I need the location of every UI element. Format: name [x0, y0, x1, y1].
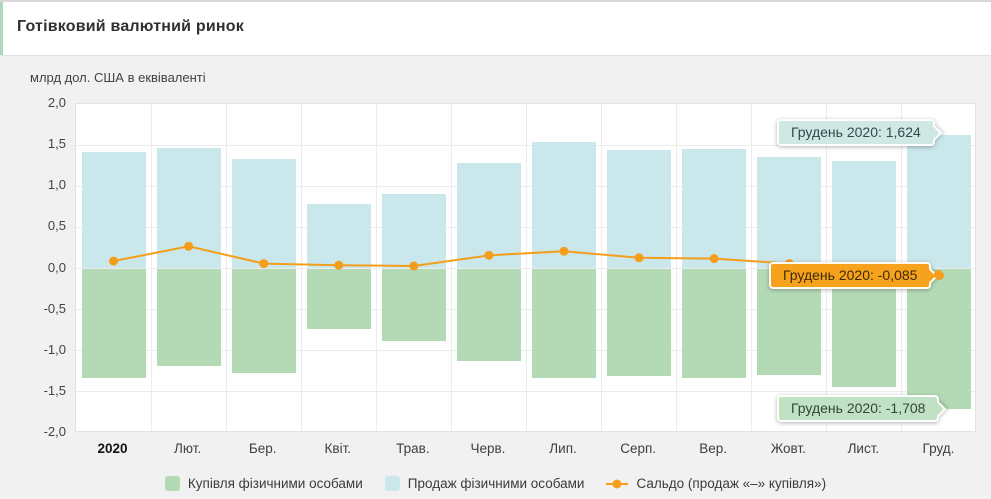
gridline-horizontal: [76, 391, 975, 393]
tooltip-sale-december: Грудень 2020: 1,624: [777, 119, 935, 146]
bar-buy-Вер.[interactable]: [682, 268, 747, 378]
legend-label: Сальдо (продаж «–» купівля»): [636, 476, 827, 491]
chart-units-label: млрд дол. США в еквіваленті: [30, 70, 206, 85]
x-axis-label-Лип.: Лип.: [549, 441, 577, 456]
x-axis-label-Лют.: Лют.: [174, 441, 202, 456]
bar-sale-Груд.[interactable]: [907, 134, 972, 269]
gridline-vertical: [601, 104, 603, 431]
gridline-horizontal: [76, 350, 975, 352]
gridline-vertical: [751, 104, 753, 431]
header-accent-bar: [0, 2, 3, 55]
x-axis-label-Квіт.: Квіт.: [324, 441, 352, 456]
tooltip-buy-december: Грудень 2020: -1,708: [777, 395, 940, 422]
x-axis-label-Лист.: Лист.: [847, 441, 880, 456]
legend-label: Купівля фізичними особами: [187, 476, 363, 491]
bar-sale-Квіт.[interactable]: [306, 204, 371, 269]
saldo-legend-marker-icon: [606, 479, 629, 488]
bar-buy-Серп.[interactable]: [607, 268, 672, 377]
bar-sale-Лист.[interactable]: [832, 160, 897, 269]
y-axis-label: 1,5: [47, 136, 66, 152]
legend-item-buy[interactable]: Купівля фізичними особами: [164, 476, 363, 491]
bar-buy-Лют.[interactable]: [156, 268, 221, 367]
bar-sale-Жовт.[interactable]: [757, 157, 822, 269]
bar-buy-Бер.[interactable]: [231, 268, 296, 373]
gridline-horizontal: [76, 309, 975, 311]
gridline-horizontal: [76, 185, 975, 187]
y-axis-label: -1,0: [43, 341, 66, 357]
y-axis-label: 0,5: [47, 218, 66, 234]
y-axis-label: -1,5: [43, 382, 66, 398]
bar-buy-Квіт.[interactable]: [306, 268, 371, 330]
gridline-vertical: [300, 104, 302, 431]
gridline-vertical: [450, 104, 452, 431]
bar-sale-Бер.[interactable]: [231, 159, 296, 269]
legend-swatch-sale-icon: [384, 476, 400, 491]
page-title: Готівковий валютний ринок: [17, 18, 244, 35]
legend-item-saldo[interactable]: Сальдо (продаж «–» купівля»): [606, 476, 826, 491]
bar-sale-Трав.[interactable]: [381, 193, 446, 269]
gridline-vertical: [225, 104, 227, 431]
bar-sale-Серп.[interactable]: [607, 150, 672, 269]
bar-sale-Лип.[interactable]: [532, 141, 597, 269]
y-axis-label: 2,0: [47, 95, 66, 110]
saldo-legend-dot-icon: [612, 479, 622, 488]
bar-sale-Черв.[interactable]: [456, 163, 521, 269]
x-axis-label-2020: 2020: [97, 441, 128, 456]
bar-sale-2020[interactable]: [81, 151, 146, 269]
bar-sale-Вер.[interactable]: [682, 149, 747, 269]
tooltip-saldo-december: Грудень 2020: -0,085: [769, 262, 932, 289]
x-axis-label-Вер.: Вер.: [699, 441, 728, 456]
page-header: Готівковий валютний ринок: [0, 0, 991, 56]
bar-sale-Лют.[interactable]: [156, 148, 221, 269]
y-axis-label: -0,5: [43, 300, 66, 316]
bar-buy-2020[interactable]: [81, 268, 146, 378]
y-axis-label: 0,0: [47, 259, 66, 275]
x-axis-label-Серп.: Серп.: [620, 441, 657, 456]
legend-item-sale[interactable]: Продаж фізичними особами: [384, 476, 585, 491]
bar-buy-Лип.[interactable]: [532, 268, 597, 378]
x-axis-label-Жовт.: Жовт.: [770, 441, 806, 456]
bar-buy-Груд.[interactable]: [907, 268, 972, 409]
bar-buy-Трав.[interactable]: [381, 268, 446, 341]
x-axis-label-Трав.: Трав.: [396, 441, 430, 456]
gridline-horizontal: [76, 226, 975, 228]
gridline-vertical: [150, 104, 152, 431]
gridline-vertical: [676, 104, 678, 431]
legend-label: Продаж фізичними особами: [407, 476, 585, 491]
saldo-point-december[interactable]: [933, 269, 943, 279]
bar-buy-Черв.[interactable]: [456, 268, 521, 361]
legend-swatch-buy-icon: [164, 476, 180, 491]
x-axis-label-Черв.: Черв.: [470, 441, 506, 456]
gridline-horizontal: [76, 144, 975, 146]
x-axis-label-Груд.: Груд.: [922, 441, 955, 456]
x-axis-label-Бер.: Бер.: [248, 441, 277, 456]
y-axis-label: 1,0: [47, 177, 66, 193]
gridline-vertical: [375, 104, 377, 431]
y-axis-label: -2,0: [43, 424, 66, 439]
chart-legend: Купівля фізичними особами Продаж фізичним…: [0, 476, 991, 491]
gridline-vertical: [526, 104, 527, 431]
